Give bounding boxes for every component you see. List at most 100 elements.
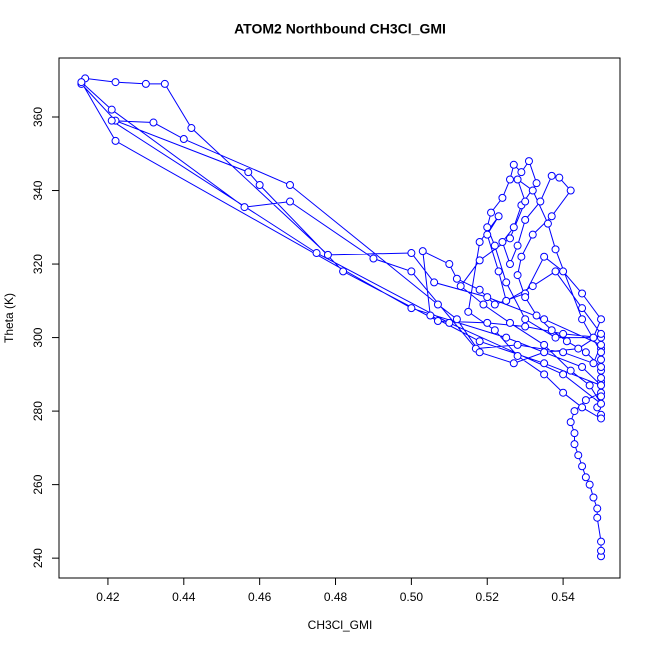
point bbox=[581, 396, 590, 405]
point bbox=[559, 329, 568, 338]
point bbox=[433, 300, 442, 309]
point bbox=[149, 118, 158, 127]
point bbox=[585, 381, 594, 390]
point bbox=[593, 504, 602, 513]
point bbox=[597, 348, 606, 357]
point bbox=[524, 157, 533, 166]
point bbox=[369, 254, 378, 263]
point bbox=[483, 318, 492, 327]
point bbox=[570, 440, 579, 449]
y-tick-label: 260 bbox=[31, 474, 45, 494]
x-tick-label: 0.50 bbox=[400, 590, 424, 604]
point bbox=[498, 193, 507, 202]
point bbox=[475, 348, 484, 357]
point bbox=[494, 267, 503, 276]
point bbox=[562, 337, 571, 346]
point bbox=[559, 370, 568, 379]
point bbox=[597, 362, 606, 371]
point bbox=[578, 403, 587, 412]
point bbox=[566, 366, 575, 375]
point bbox=[513, 340, 522, 349]
point bbox=[407, 249, 416, 258]
y-tick-label: 300 bbox=[31, 327, 45, 347]
point bbox=[547, 212, 556, 221]
point bbox=[506, 234, 514, 243]
point bbox=[574, 451, 583, 460]
point bbox=[426, 311, 435, 320]
x-axis-label: CH3Cl_GMI bbox=[308, 618, 373, 632]
point bbox=[506, 318, 514, 327]
point bbox=[597, 340, 606, 349]
point bbox=[559, 388, 568, 397]
x-tick-label: 0.48 bbox=[324, 590, 348, 604]
point bbox=[521, 215, 530, 224]
point bbox=[464, 307, 473, 316]
point bbox=[430, 278, 439, 287]
point bbox=[521, 293, 530, 302]
point bbox=[547, 171, 556, 180]
point bbox=[540, 359, 549, 368]
point bbox=[578, 362, 587, 371]
y-tick-label: 280 bbox=[31, 401, 45, 421]
point bbox=[540, 252, 549, 261]
point bbox=[141, 79, 150, 88]
x-tick-label: 0.54 bbox=[551, 590, 575, 604]
point bbox=[509, 359, 518, 368]
point bbox=[528, 282, 537, 291]
point bbox=[559, 267, 568, 276]
point bbox=[597, 315, 606, 324]
point bbox=[513, 175, 522, 184]
point bbox=[487, 208, 496, 217]
point bbox=[244, 168, 253, 177]
point bbox=[551, 267, 560, 276]
point bbox=[107, 105, 116, 114]
point bbox=[506, 260, 514, 269]
point bbox=[555, 173, 564, 182]
point bbox=[77, 78, 86, 87]
y-tick-label: 340 bbox=[31, 180, 45, 200]
point bbox=[240, 203, 249, 212]
point bbox=[107, 116, 116, 125]
point bbox=[540, 370, 549, 379]
point bbox=[578, 304, 587, 313]
point bbox=[494, 212, 503, 221]
point bbox=[597, 355, 606, 364]
point bbox=[566, 418, 575, 427]
point bbox=[532, 311, 541, 320]
point bbox=[479, 300, 488, 309]
point bbox=[551, 245, 560, 254]
point bbox=[509, 160, 518, 169]
point bbox=[532, 179, 541, 188]
point bbox=[445, 318, 454, 327]
point bbox=[559, 348, 568, 357]
point bbox=[597, 546, 606, 555]
point bbox=[286, 197, 294, 206]
point bbox=[111, 136, 120, 145]
point bbox=[407, 267, 416, 276]
point bbox=[502, 296, 511, 305]
point bbox=[286, 181, 294, 190]
point bbox=[475, 237, 484, 246]
plot-frame bbox=[58, 57, 621, 579]
point bbox=[339, 267, 348, 276]
point bbox=[528, 186, 537, 195]
point bbox=[418, 247, 427, 256]
point bbox=[521, 322, 530, 331]
point bbox=[483, 230, 492, 239]
point bbox=[502, 333, 511, 342]
point bbox=[597, 537, 606, 546]
point bbox=[540, 340, 549, 349]
point bbox=[593, 513, 602, 522]
point bbox=[483, 293, 492, 302]
point bbox=[589, 333, 598, 342]
point bbox=[483, 223, 492, 232]
point bbox=[547, 326, 556, 335]
point bbox=[597, 414, 606, 423]
y-tick-label: 240 bbox=[31, 548, 45, 568]
chart-title: ATOM2 Northbound CH3Cl_GMI bbox=[234, 21, 446, 37]
x-tick-label: 0.42 bbox=[96, 590, 120, 604]
point bbox=[323, 250, 332, 259]
point bbox=[111, 78, 120, 87]
